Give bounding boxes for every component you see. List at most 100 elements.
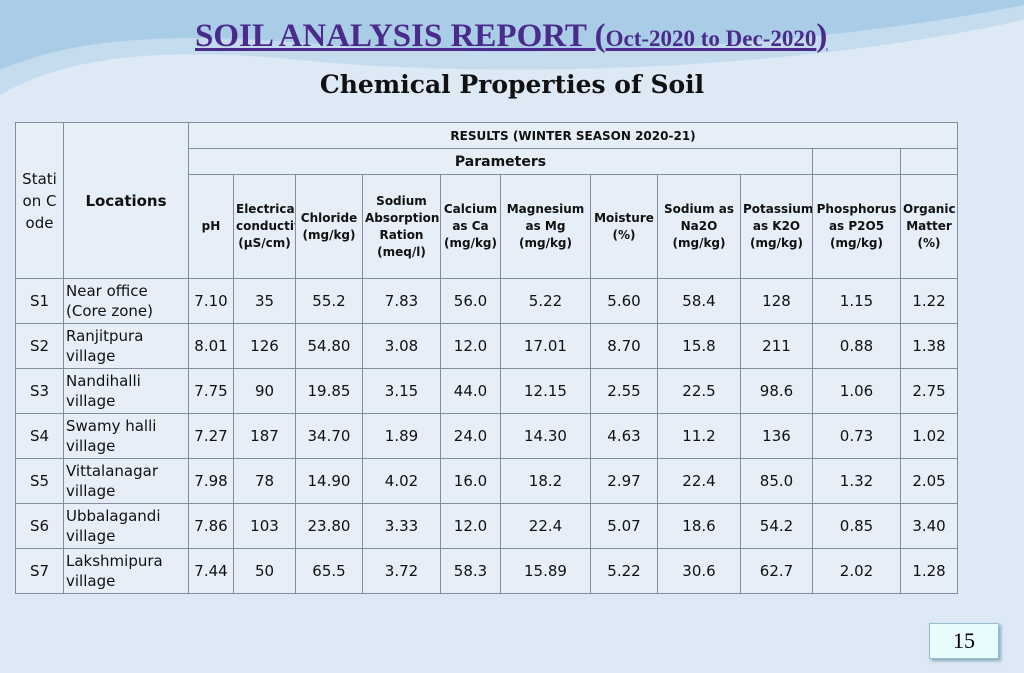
value-cell: 19.85 <box>295 368 363 414</box>
station-code: S6 <box>15 503 64 549</box>
value-cell: 35 <box>233 278 296 324</box>
value-cell: 17.01 <box>500 323 591 369</box>
value-cell: 1.06 <box>812 368 901 414</box>
value-cell: 4.63 <box>590 413 658 459</box>
value-cell: 24.0 <box>440 413 501 459</box>
value-cell: 11.2 <box>657 413 741 459</box>
value-cell: 7.98 <box>188 458 234 504</box>
column-header: Calcium as Ca (mg/kg) <box>440 174 501 279</box>
value-cell: 78 <box>233 458 296 504</box>
column-header: Sodium Absorption Ration (meq/l) <box>362 174 441 279</box>
value-cell: 5.07 <box>590 503 658 549</box>
column-header: Sodium as Na2O (mg/kg) <box>657 174 741 279</box>
value-cell: 56.0 <box>440 278 501 324</box>
station-code: S3 <box>15 368 64 414</box>
location: Swamy halli village <box>63 413 189 459</box>
page-number: 15 <box>929 623 999 659</box>
value-cell: 0.88 <box>812 323 901 369</box>
subtitle: Chemical Properties of Soil <box>319 70 705 99</box>
location: Ubbalagandi village <box>63 503 189 549</box>
table-row: S7 Lakshmipura village 7.44 50 65.5 3.72 58.3 1… <box>15 548 959 594</box>
empty-cell <box>812 148 901 175</box>
table-row: Parameters <box>16 148 959 175</box>
table-row: Station Code Locations RESULTS (WINTER SEA… <box>15 122 959 279</box>
value-cell: 126 <box>233 323 296 369</box>
value-cell: 4.02 <box>362 458 441 504</box>
location-header: Locations <box>63 122 189 279</box>
value-cell: 0.85 <box>812 503 901 549</box>
value-cell: 62.7 <box>740 548 813 594</box>
value-cell: 1.89 <box>362 413 441 459</box>
value-cell: 18.6 <box>657 503 741 549</box>
value-cell: 187 <box>233 413 296 459</box>
value-cell: 50 <box>233 548 296 594</box>
value-cell: 85.0 <box>740 458 813 504</box>
column-header: Potassium as K2O (mg/kg) <box>740 174 813 279</box>
value-cell: 2.55 <box>590 368 658 414</box>
title-period: Oct-2020 to Dec-2020 <box>605 26 817 51</box>
value-cell: 2.02 <box>812 548 901 594</box>
value-cell: 54.80 <box>295 323 363 369</box>
value-cell: 5.22 <box>590 548 658 594</box>
value-cell: 58.4 <box>657 278 741 324</box>
column-header: Chloride (mg/kg) <box>295 174 363 279</box>
value-cell: 7.44 <box>188 548 234 594</box>
parameters-header: Parameters <box>188 148 813 175</box>
value-cell: 34.70 <box>295 413 363 459</box>
empty-cell <box>899 148 959 175</box>
station-code: S5 <box>15 458 64 504</box>
value-cell: 2.05 <box>899 458 959 504</box>
table-row: S3 Nandihalli village 7.75 90 19.85 3.15 44.0 1… <box>15 368 959 414</box>
location: Nandihalli village <box>63 368 189 414</box>
title-main: SOIL ANALYSIS REPORT ( <box>195 18 606 54</box>
column-header: Magnesium as Mg (mg/kg) <box>500 174 591 279</box>
value-cell: 8.01 <box>188 323 234 369</box>
value-cell: 14.30 <box>500 413 591 459</box>
station-header: Station Code <box>15 122 64 279</box>
table-row: S1 Near office (Core zone) 7.10 35 55.2 7.83 5… <box>15 278 959 324</box>
value-cell: 54.2 <box>740 503 813 549</box>
location: Ranjitpura village <box>63 323 189 369</box>
value-cell: 3.72 <box>362 548 441 594</box>
value-cell: 7.83 <box>362 278 441 324</box>
value-cell: 12.15 <box>500 368 591 414</box>
value-cell: 14.90 <box>295 458 363 504</box>
value-cell: 1.15 <box>812 278 901 324</box>
value-cell: 2.97 <box>590 458 658 504</box>
value-cell: 7.27 <box>188 413 234 459</box>
value-cell: 15.89 <box>500 548 591 594</box>
value-cell: 12.0 <box>440 323 501 369</box>
value-cell: 22.5 <box>657 368 741 414</box>
value-cell: 23.80 <box>295 503 363 549</box>
wave-decoration <box>0 0 1024 95</box>
location: Lakshmipura village <box>63 548 189 594</box>
value-cell: 98.6 <box>740 368 813 414</box>
table-row: S5 Vittalanagar village 7.98 78 14.90 4.02 16.… <box>15 458 959 504</box>
value-cell: 1.02 <box>899 413 959 459</box>
value-cell: 3.40 <box>899 503 959 549</box>
value-cell: 55.2 <box>295 278 363 324</box>
station-code: S1 <box>15 278 64 324</box>
value-cell: 7.86 <box>188 503 234 549</box>
value-cell: 18.2 <box>500 458 591 504</box>
results-header: RESULTS (WINTER SEASON 2020-21) <box>187 122 959 149</box>
value-cell: 58.3 <box>440 548 501 594</box>
column-header: Moisture (%) <box>590 174 658 279</box>
value-cell: 5.60 <box>590 278 658 324</box>
title: SOIL ANALYSIS REPORT (Oct-2020 to Dec-20… <box>195 18 827 55</box>
soil-table: Station Code Locations RESULTS (WINTER SEA… <box>15 122 959 594</box>
column-header: Electrical conductivity (µS/cm) <box>233 174 296 279</box>
table-row: S6 Ubbalagandi village 7.86 103 23.80 3.33 12.… <box>15 503 959 549</box>
station-code: S4 <box>15 413 64 459</box>
value-cell: 211 <box>740 323 813 369</box>
station-code: S7 <box>15 548 64 594</box>
value-cell: 5.22 <box>500 278 591 324</box>
title-close: ) <box>816 18 828 54</box>
value-cell: 30.6 <box>657 548 741 594</box>
value-cell: 90 <box>233 368 296 414</box>
value-cell: 1.28 <box>899 548 959 594</box>
value-cell: 8.70 <box>590 323 658 369</box>
value-cell: 65.5 <box>295 548 363 594</box>
value-cell: 1.32 <box>812 458 901 504</box>
